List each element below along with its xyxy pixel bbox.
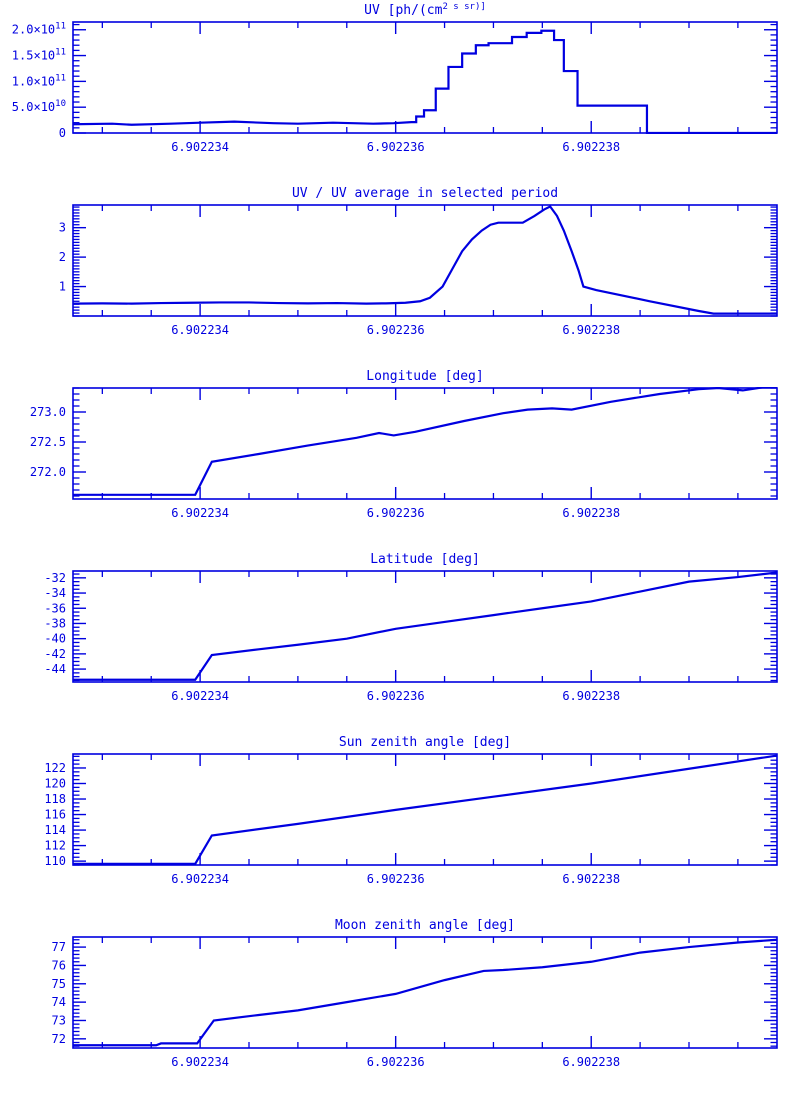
plot-panel-uv-uv-average-in-selected-period: UV / UV average in selected period 6.9022…: [0, 183, 800, 366]
y-tick-label: 74: [52, 995, 66, 1009]
y-tick-label: 272.5: [30, 435, 66, 449]
y-tick-label: 110: [44, 854, 66, 868]
axis-box: [72, 936, 778, 1049]
axis-box: [72, 387, 778, 500]
plot-panel-uv-ph-cm-2-s-sr: UV [ph/(cm2 s sr)] 6.902234 6.902236 6.9022…: [0, 0, 800, 183]
x-tick-label: 6.902234: [171, 140, 229, 154]
chart-title: Longitude [deg]: [366, 369, 483, 384]
y-tick-label: 72: [52, 1032, 66, 1046]
chart-title: UV / UV average in selected period: [292, 186, 558, 201]
x-tick-label: 6.902238: [562, 323, 620, 337]
data-line-uv-ratio: [72, 205, 777, 315]
y-tick-label: 112: [44, 839, 66, 853]
y-tick-label: 1.0×1011: [12, 73, 66, 88]
y-tick-label: 273.0: [30, 405, 66, 419]
y-tick-label: 5.0×1010: [12, 99, 66, 114]
y-tick-label: -34: [44, 586, 66, 600]
x-tick-label: 6.902236: [367, 323, 425, 337]
y-tick-label: 75: [52, 977, 66, 991]
axis-box: [72, 753, 778, 866]
y-tick-label: 73: [52, 1013, 66, 1027]
chart-title: Latitude [deg]: [370, 552, 480, 567]
x-tick-label: 6.902234: [171, 872, 229, 886]
axis-box: [72, 21, 778, 134]
x-tick-label: 6.902238: [562, 1055, 620, 1069]
x-tick-label: 6.902236: [367, 506, 425, 520]
y-tick-label: 114: [44, 823, 66, 837]
y-tick-label: -38: [44, 616, 66, 630]
x-tick-label: 6.902234: [171, 1055, 229, 1069]
longitude-deg-chart: Longitude [deg] 6.902234 6.902236 6.902238 2…: [30, 369, 778, 520]
y-tick-label: -36: [44, 601, 66, 615]
y-tick-label: -44: [44, 662, 66, 676]
y-tick-label: 1.5×1011: [12, 48, 66, 63]
latitude-deg-chart: Latitude [deg] 6.902234 6.902236 6.902238 -4…: [44, 552, 778, 703]
y-tick-label: 116: [44, 808, 66, 822]
x-tick-label: 6.902234: [171, 323, 229, 337]
chart-title: Moon zenith angle [deg]: [335, 918, 515, 933]
y-tick-label: 76: [52, 958, 66, 972]
data-line-sun-zenith-angle: [73, 754, 778, 865]
y-tick-label: 272.0: [30, 465, 66, 479]
y-tick-label: 122: [44, 761, 66, 775]
x-tick-label: 6.902234: [171, 689, 229, 703]
y-tick-label: -32: [44, 571, 66, 585]
moon-zenith-angle-deg-chart: Moon zenith angle [deg] 6.902234 6.902236 6…: [52, 918, 778, 1069]
axis-box: [72, 570, 778, 683]
y-tick-label: 1: [59, 280, 66, 294]
data-line-latitude: [73, 571, 778, 681]
y-tick-label: -40: [44, 632, 66, 646]
sun-zenith-angle-deg-chart: Sun zenith angle [deg] 6.902234 6.902236 6.…: [44, 735, 778, 886]
chart-title: Sun zenith angle [deg]: [339, 735, 511, 750]
x-tick-label: 6.902238: [562, 872, 620, 886]
x-tick-label: 6.902234: [171, 506, 229, 520]
y-tick-label: 2: [59, 250, 66, 264]
data-line-uv: [72, 29, 777, 134]
x-tick-label: 6.902238: [562, 506, 620, 520]
x-tick-label: 6.902236: [367, 1055, 425, 1069]
x-tick-label: 6.902236: [367, 689, 425, 703]
x-tick-label: 6.902236: [367, 140, 425, 154]
y-tick-label: 2.0×1011: [12, 22, 66, 37]
plot-panel-sun-zenith-angle-deg: Sun zenith angle [deg] 6.902234 6.902236 6.…: [0, 732, 800, 915]
y-tick-label: 77: [52, 940, 66, 954]
y-tick-label: 118: [44, 792, 66, 806]
plot-panel-longitude-deg: Longitude [deg] 6.902234 6.902236 6.902238 2…: [0, 366, 800, 549]
uv-uv-average-in-selected-period-chart: UV / UV average in selected period 6.9022…: [59, 186, 778, 337]
chart-title: UV [ph/(cm2 s sr)]: [364, 2, 486, 18]
uv-ph-cm-2-s-sr-chart: UV [ph/(cm2 s sr)] 6.902234 6.902236 6.9022…: [12, 2, 778, 154]
y-tick-label: -42: [44, 647, 66, 661]
data-line-longitude: [73, 387, 778, 496]
x-tick-label: 6.902238: [562, 689, 620, 703]
y-tick-label: 3: [59, 221, 66, 235]
x-tick-label: 6.902238: [562, 140, 620, 154]
y-tick-label: 0: [59, 126, 66, 140]
y-tick-label: 120: [44, 776, 66, 790]
x-tick-label: 6.902236: [367, 872, 425, 886]
plot-panel-latitude-deg: Latitude [deg] 6.902234 6.902236 6.902238 -4…: [0, 549, 800, 732]
data-line-moon-zenith-angle: [73, 938, 778, 1047]
plot-panel-moon-zenith-angle-deg: Moon zenith angle [deg] 6.902234 6.902236 6…: [0, 915, 800, 1098]
